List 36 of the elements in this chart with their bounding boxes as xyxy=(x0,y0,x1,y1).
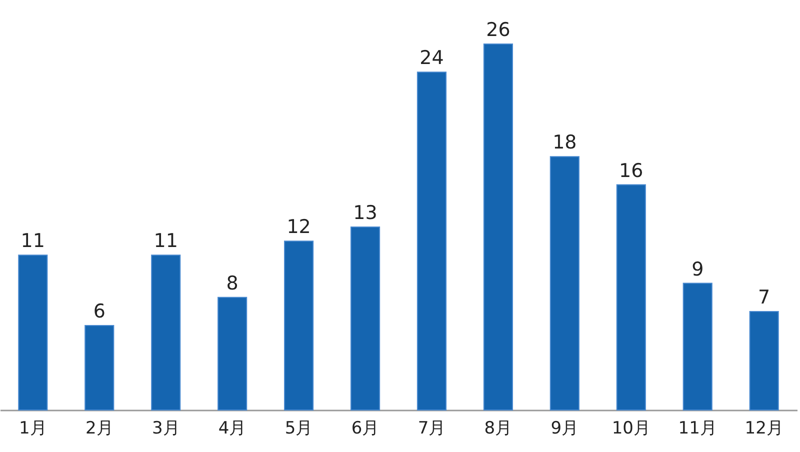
bar xyxy=(682,282,712,410)
bar xyxy=(218,296,248,410)
x-tick-label: 4月 xyxy=(218,418,246,438)
x-tick-label: 5月 xyxy=(284,418,313,438)
bar xyxy=(416,72,447,410)
bar xyxy=(18,254,48,410)
data-label: 11 xyxy=(154,230,178,252)
bar xyxy=(550,156,580,410)
data-label: 24 xyxy=(420,47,444,70)
bar xyxy=(284,240,314,410)
data-label: 16 xyxy=(619,160,644,182)
bar xyxy=(350,226,380,410)
x-tick-label: 8月 xyxy=(484,418,512,438)
data-label: 6 xyxy=(93,300,106,323)
x-tick-label: 9月 xyxy=(550,418,579,438)
data-label: 11 xyxy=(20,230,45,252)
bar xyxy=(84,325,114,410)
data-label: 9 xyxy=(692,258,704,280)
x-tick-label: 1月 xyxy=(18,418,47,438)
data-label: 18 xyxy=(552,132,577,154)
x-tick-label: 12月 xyxy=(744,418,784,438)
x-tick-label: 3月 xyxy=(152,418,180,438)
data-label: 8 xyxy=(226,272,238,294)
bar xyxy=(616,184,646,410)
x-tick-label: 10月 xyxy=(612,418,650,438)
x-tick-label: 2月 xyxy=(85,418,114,438)
x-tick-label: 7月 xyxy=(418,418,446,438)
data-label: 13 xyxy=(353,202,378,224)
x-tick-label: 6月 xyxy=(351,418,380,438)
bar xyxy=(151,254,181,410)
bar xyxy=(483,44,513,410)
x-tick-label: 11月 xyxy=(678,418,717,438)
bar xyxy=(749,310,779,410)
data-label: 12 xyxy=(286,216,311,238)
data-label: 7 xyxy=(758,286,770,308)
data-label: 26 xyxy=(486,19,510,41)
